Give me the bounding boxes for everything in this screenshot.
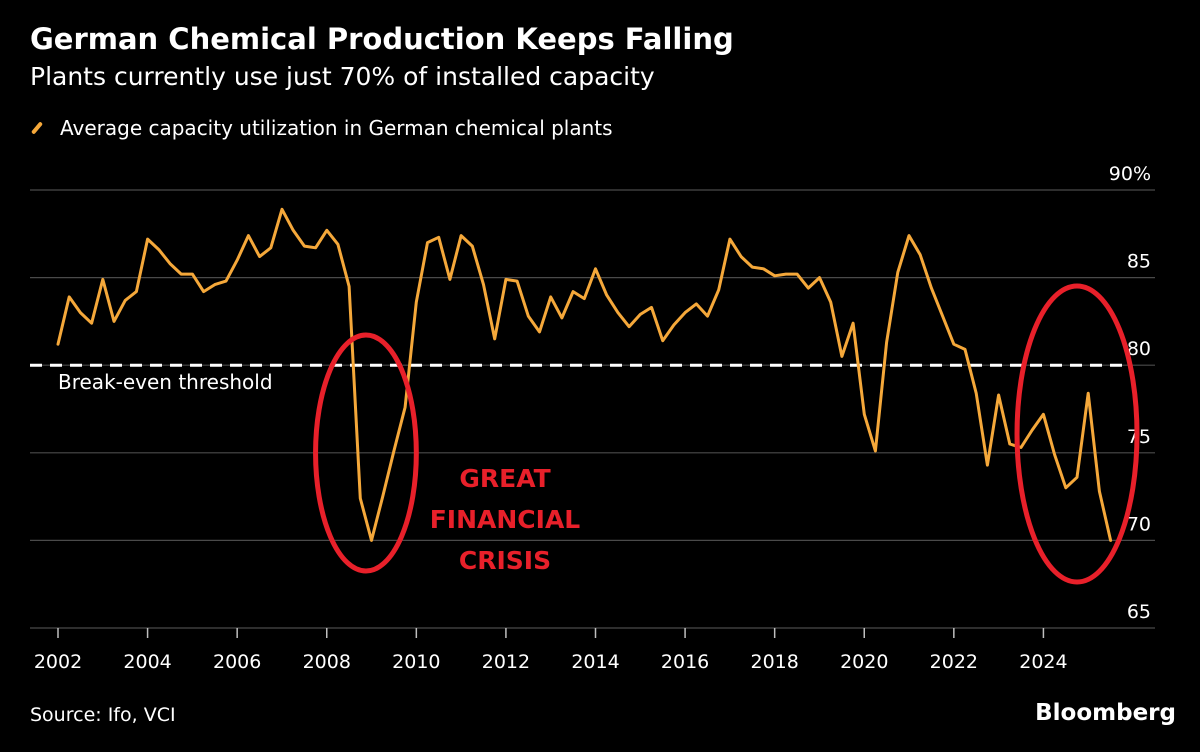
x-tick-label-2014: 2014 bbox=[571, 651, 619, 673]
x-tick-label-2016: 2016 bbox=[661, 651, 709, 673]
source-note: Source: Ifo, VCI bbox=[30, 704, 176, 726]
x-tick-label-2018: 2018 bbox=[750, 651, 798, 673]
series-line-capacity-utilization bbox=[56, 207, 1113, 542]
chart-subtitle: Plants currently use just 70% of install… bbox=[30, 62, 655, 91]
y-tick-label-65: 65 bbox=[1127, 601, 1151, 623]
y-tick-label-90: 90% bbox=[1109, 163, 1151, 185]
x-tick-label-2022: 2022 bbox=[930, 651, 978, 673]
x-tick-label-2006: 2006 bbox=[213, 651, 261, 673]
y-tick-label-70: 70 bbox=[1127, 513, 1151, 535]
x-tick-label-2012: 2012 bbox=[482, 651, 530, 673]
x-tick-label-2020: 2020 bbox=[840, 651, 888, 673]
legend: Average capacity utilization in German c… bbox=[30, 116, 613, 140]
recent-decline-ellipse bbox=[1014, 283, 1140, 585]
gfc-highlight-ellipse bbox=[313, 332, 419, 574]
bloomberg-logo: Bloomberg bbox=[1035, 700, 1176, 726]
chart-title: German Chemical Production Keeps Falling bbox=[30, 22, 734, 56]
break-even-label: Break-even threshold bbox=[58, 370, 273, 394]
x-tick-label-2010: 2010 bbox=[392, 651, 440, 673]
gfc-annotation-line-2: FINANCIAL bbox=[430, 505, 581, 534]
gfc-annotation-line-1: GREAT bbox=[459, 464, 550, 493]
x-tick-label-2002: 2002 bbox=[34, 651, 82, 673]
y-tick-label-85: 85 bbox=[1127, 251, 1151, 273]
x-tick-label-2004: 2004 bbox=[123, 651, 171, 673]
x-tick-label-2024: 2024 bbox=[1019, 651, 1067, 673]
x-tick-label-2008: 2008 bbox=[303, 651, 351, 673]
gfc-annotation-line-3: CRISIS bbox=[459, 546, 551, 575]
legend-label: Average capacity utilization in German c… bbox=[60, 116, 613, 140]
y-tick-label-80: 80 bbox=[1127, 338, 1151, 360]
